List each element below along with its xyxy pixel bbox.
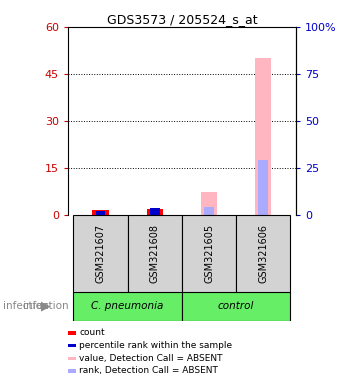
Text: ▶: ▶	[41, 300, 51, 313]
Text: C. pneumonia: C. pneumonia	[91, 301, 164, 311]
Bar	[92, 210, 109, 215]
Bar	[150, 209, 160, 215]
Text: GSM321607: GSM321607	[96, 224, 105, 283]
Text: GSM321605: GSM321605	[204, 224, 214, 283]
Bar	[258, 161, 268, 215]
Text: GSM321606: GSM321606	[258, 224, 268, 283]
Bar	[204, 207, 214, 215]
Bar	[96, 211, 105, 215]
Text: value, Detection Call = ABSENT: value, Detection Call = ABSENT	[80, 354, 223, 363]
Bar	[182, 215, 236, 292]
Title: GDS3573 / 205524_s_at: GDS3573 / 205524_s_at	[106, 13, 257, 26]
Bar	[68, 331, 76, 335]
Bar	[73, 292, 182, 321]
Text: control: control	[218, 301, 254, 311]
Bar	[201, 192, 217, 215]
Bar	[68, 344, 76, 347]
Text: infection: infection	[23, 301, 69, 311]
Text: count: count	[80, 328, 105, 338]
Text: percentile rank within the sample: percentile rank within the sample	[80, 341, 233, 350]
Bar	[73, 215, 128, 292]
Text: GSM321608: GSM321608	[150, 224, 160, 283]
Bar	[128, 215, 182, 292]
Bar	[68, 356, 76, 360]
Text: infection: infection	[3, 301, 49, 311]
Bar	[236, 215, 290, 292]
Bar	[147, 209, 163, 215]
Bar	[68, 369, 76, 372]
Bar	[255, 58, 271, 215]
Text: rank, Detection Call = ABSENT: rank, Detection Call = ABSENT	[80, 366, 218, 376]
Bar	[182, 292, 290, 321]
